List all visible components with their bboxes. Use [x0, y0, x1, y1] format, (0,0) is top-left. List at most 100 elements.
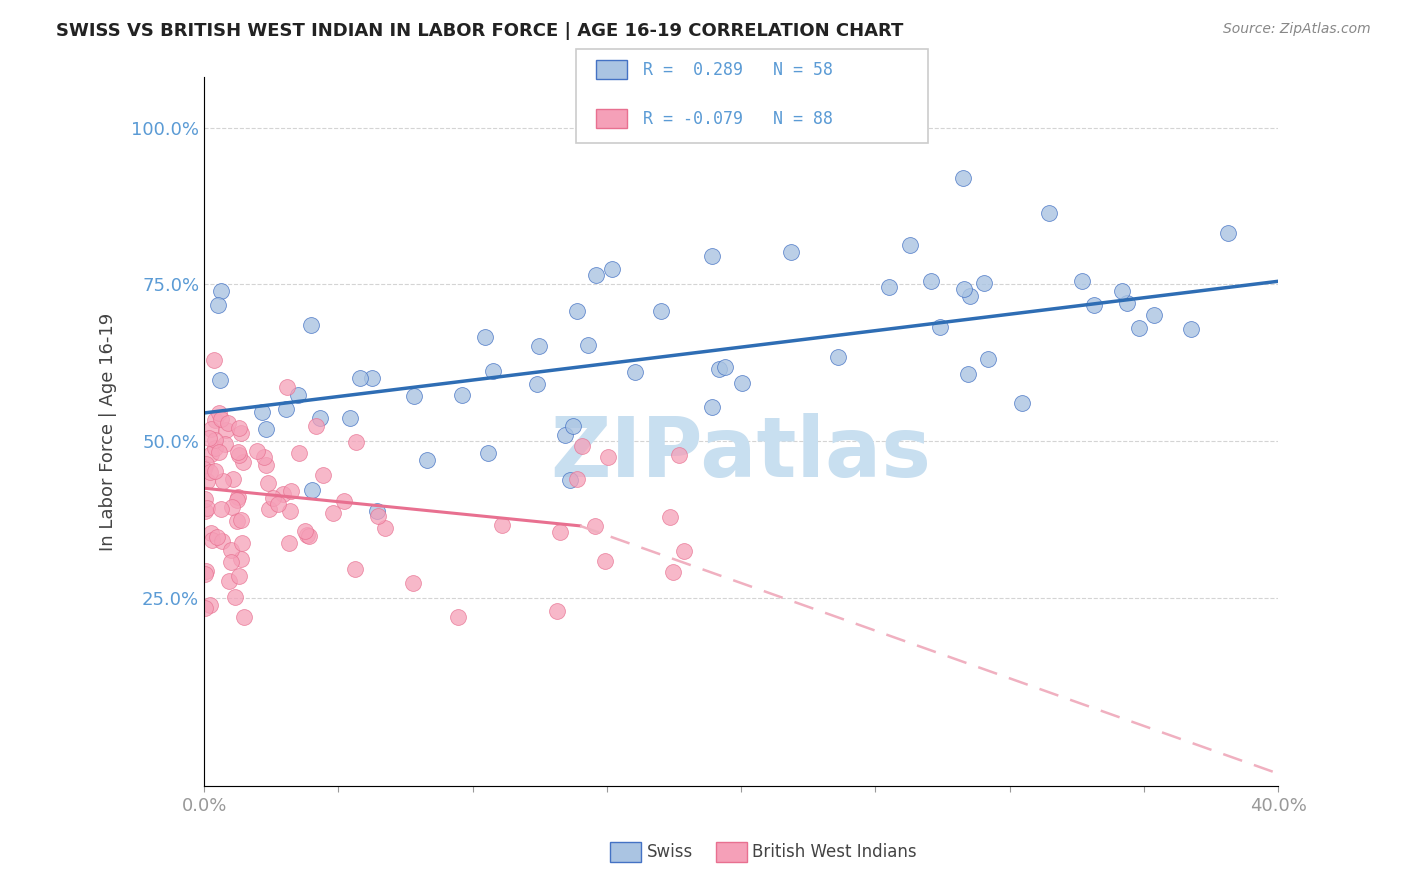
Point: [267, 497, 290, 511]
Point: [194, 504, 217, 518]
Point: [233, 609, 256, 624]
Point: [194, 567, 217, 582]
Text: R =  0.289   N = 58: R = 0.289 N = 58: [643, 61, 832, 78]
Point: [1216, 226, 1239, 240]
Point: [558, 473, 581, 487]
Point: [201, 533, 224, 547]
Point: [218, 574, 240, 588]
Point: [659, 510, 682, 524]
Point: [827, 350, 849, 364]
Point: [207, 530, 229, 544]
Point: [211, 474, 233, 488]
Point: [250, 405, 273, 419]
Point: [207, 298, 229, 312]
Point: [1180, 322, 1202, 336]
Point: [229, 552, 252, 566]
Point: [198, 431, 221, 445]
Point: [211, 534, 233, 549]
Point: [576, 338, 599, 352]
Point: [221, 500, 243, 515]
Point: [526, 377, 548, 392]
Point: [226, 444, 249, 458]
Point: [929, 320, 952, 334]
Point: [602, 262, 624, 277]
Point: [287, 388, 309, 402]
Text: British West Indians: British West Indians: [752, 843, 917, 861]
Point: [596, 450, 619, 464]
Point: [360, 370, 382, 384]
Point: [195, 474, 218, 488]
Point: [194, 492, 217, 507]
Point: [204, 441, 226, 455]
Point: [367, 509, 389, 524]
Point: [280, 483, 302, 498]
Point: [200, 422, 222, 436]
Point: [779, 244, 801, 259]
Point: [662, 565, 685, 579]
Point: [208, 445, 231, 459]
Point: [976, 352, 998, 367]
Point: [482, 364, 505, 378]
Point: [278, 536, 301, 550]
Point: [623, 365, 645, 379]
Point: [208, 373, 231, 387]
Point: [193, 601, 215, 615]
Text: R = -0.079   N = 88: R = -0.079 N = 88: [643, 110, 832, 128]
Point: [416, 452, 439, 467]
Point: [585, 268, 607, 282]
Point: [222, 472, 245, 486]
Point: [1116, 296, 1139, 310]
Point: [209, 284, 232, 298]
Point: [344, 435, 367, 450]
Point: [288, 445, 311, 459]
Point: [374, 521, 396, 535]
Point: [195, 501, 218, 516]
Point: [256, 476, 278, 491]
Point: [583, 519, 606, 533]
Point: [225, 492, 247, 507]
Point: [366, 504, 388, 518]
Point: [474, 330, 496, 344]
Point: [1143, 308, 1166, 322]
Point: [294, 524, 316, 538]
Point: [571, 439, 593, 453]
Point: [973, 276, 995, 290]
Point: [1070, 274, 1092, 288]
Point: [259, 502, 281, 516]
Point: [561, 418, 583, 433]
Text: Swiss: Swiss: [647, 843, 693, 861]
Point: [229, 513, 252, 527]
Point: [308, 411, 330, 425]
Point: [714, 359, 737, 374]
Point: [204, 433, 226, 447]
Point: [301, 318, 323, 332]
Point: [215, 423, 238, 437]
Point: [1083, 297, 1105, 311]
Point: [217, 416, 239, 430]
Point: [548, 525, 571, 540]
Point: [198, 598, 221, 612]
Point: [297, 527, 319, 541]
Point: [200, 525, 222, 540]
Point: [246, 443, 269, 458]
Point: [959, 288, 981, 302]
Point: [298, 529, 321, 543]
Point: [447, 609, 470, 624]
Point: [228, 448, 250, 462]
Point: [668, 448, 690, 462]
Point: [209, 411, 232, 425]
Point: [305, 419, 328, 434]
Point: [200, 447, 222, 461]
Point: [278, 503, 301, 517]
Point: [231, 426, 253, 441]
Point: [339, 411, 361, 425]
Point: [952, 171, 974, 186]
Point: [956, 367, 979, 381]
Point: [527, 339, 550, 353]
Point: [401, 575, 423, 590]
Point: [204, 412, 226, 426]
Point: [214, 437, 236, 451]
Point: [202, 352, 225, 367]
Point: [194, 565, 217, 579]
Point: [920, 275, 942, 289]
